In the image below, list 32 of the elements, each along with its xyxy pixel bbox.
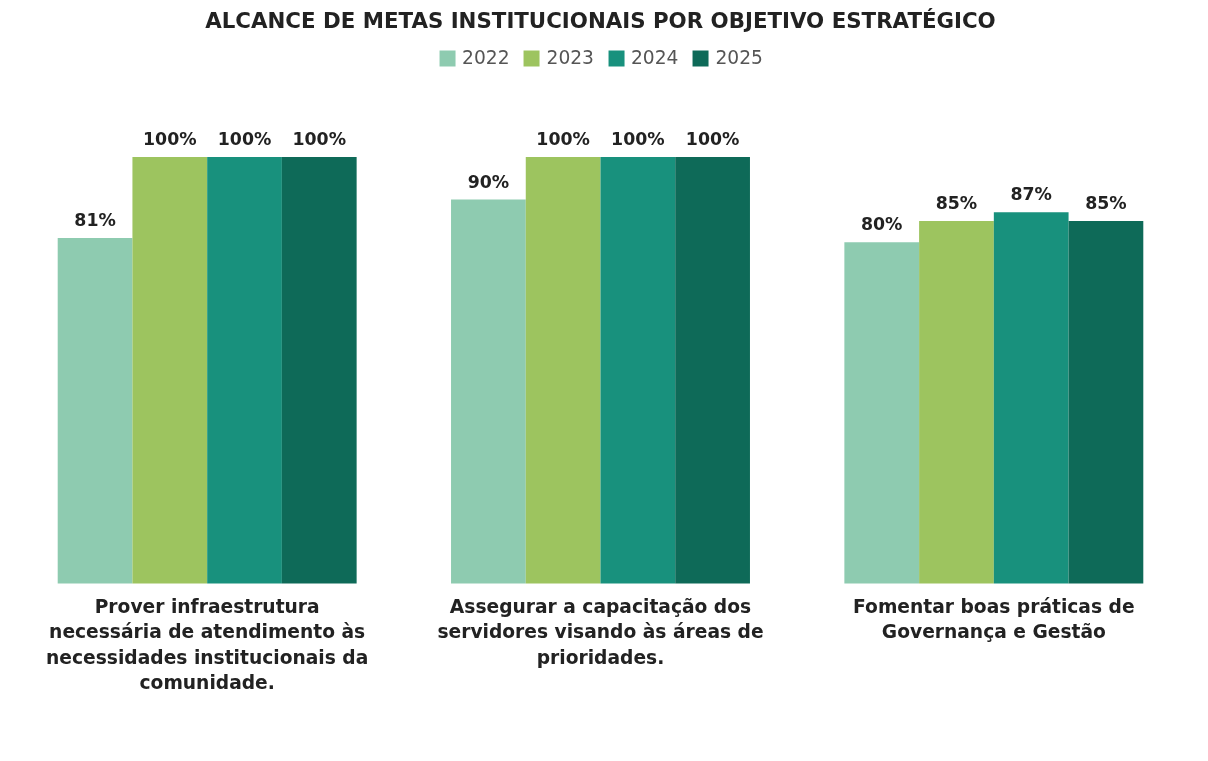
data-label: 81%	[74, 209, 116, 230]
bar	[600, 156, 676, 584]
bar	[675, 156, 750, 584]
bar	[844, 242, 920, 584]
bar	[281, 156, 357, 584]
bar	[451, 199, 526, 584]
legend-label: 2025	[715, 47, 763, 68]
x-tick-label: Prover infraestrutura necessária de atendimento às necessidades institucionais da comunidade.	[46, 596, 369, 693]
chart-title: ALCANCE DE METAS INSTITUCIONAIS POR OBJETIVO ESTRATÉGICO	[205, 7, 996, 33]
legend-label: 2022	[462, 47, 510, 68]
x-tick-label: Assegurar a capacitação dos servidores visando às áreas de prioridades.	[437, 596, 764, 668]
bar	[1068, 220, 1144, 584]
data-label: 100%	[292, 128, 347, 149]
data-label: 87%	[1010, 184, 1052, 205]
bar	[132, 156, 208, 584]
bar	[993, 212, 1069, 584]
data-label: 85%	[1085, 192, 1127, 213]
legend-label: 2024	[631, 47, 679, 68]
x-tick-label: Fomentar boas práticas de Governança e Gestão	[853, 596, 1135, 643]
data-label: 100%	[217, 128, 272, 149]
data-label: 100%	[536, 128, 590, 149]
legend-label: 2023	[546, 47, 594, 68]
data-label: 80%	[861, 214, 903, 235]
data-label: 100%	[685, 128, 740, 149]
bar	[207, 156, 282, 584]
data-label: 100%	[143, 128, 197, 149]
data-label: 90%	[467, 171, 510, 192]
bar	[919, 220, 994, 584]
data-label: 100%	[611, 128, 665, 149]
data-label: 85%	[935, 192, 978, 213]
bar	[525, 156, 601, 584]
bar	[57, 237, 133, 584]
